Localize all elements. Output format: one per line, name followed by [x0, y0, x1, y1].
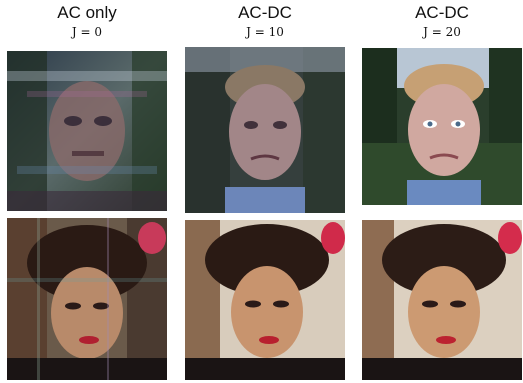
column-title-2: AC-DC [238, 3, 292, 22]
column-title-1: AC only [57, 3, 117, 22]
column-subtitle-2: J = 10 [246, 25, 284, 39]
man-face-reconstructed-image [362, 48, 522, 205]
woman-face-reconstructed-image [185, 220, 345, 380]
column-subtitle-1: J = 0 [71, 25, 103, 39]
man-face-partially-reconstructed-image [185, 47, 345, 213]
column-subtitle-3: J = 20 [423, 25, 461, 39]
woman-face-reconstructed-clean-image [362, 220, 522, 380]
woman-face-noisy-image [7, 218, 167, 380]
column-title-3: AC-DC [415, 3, 469, 22]
man-face-scrambled-image [7, 51, 167, 211]
